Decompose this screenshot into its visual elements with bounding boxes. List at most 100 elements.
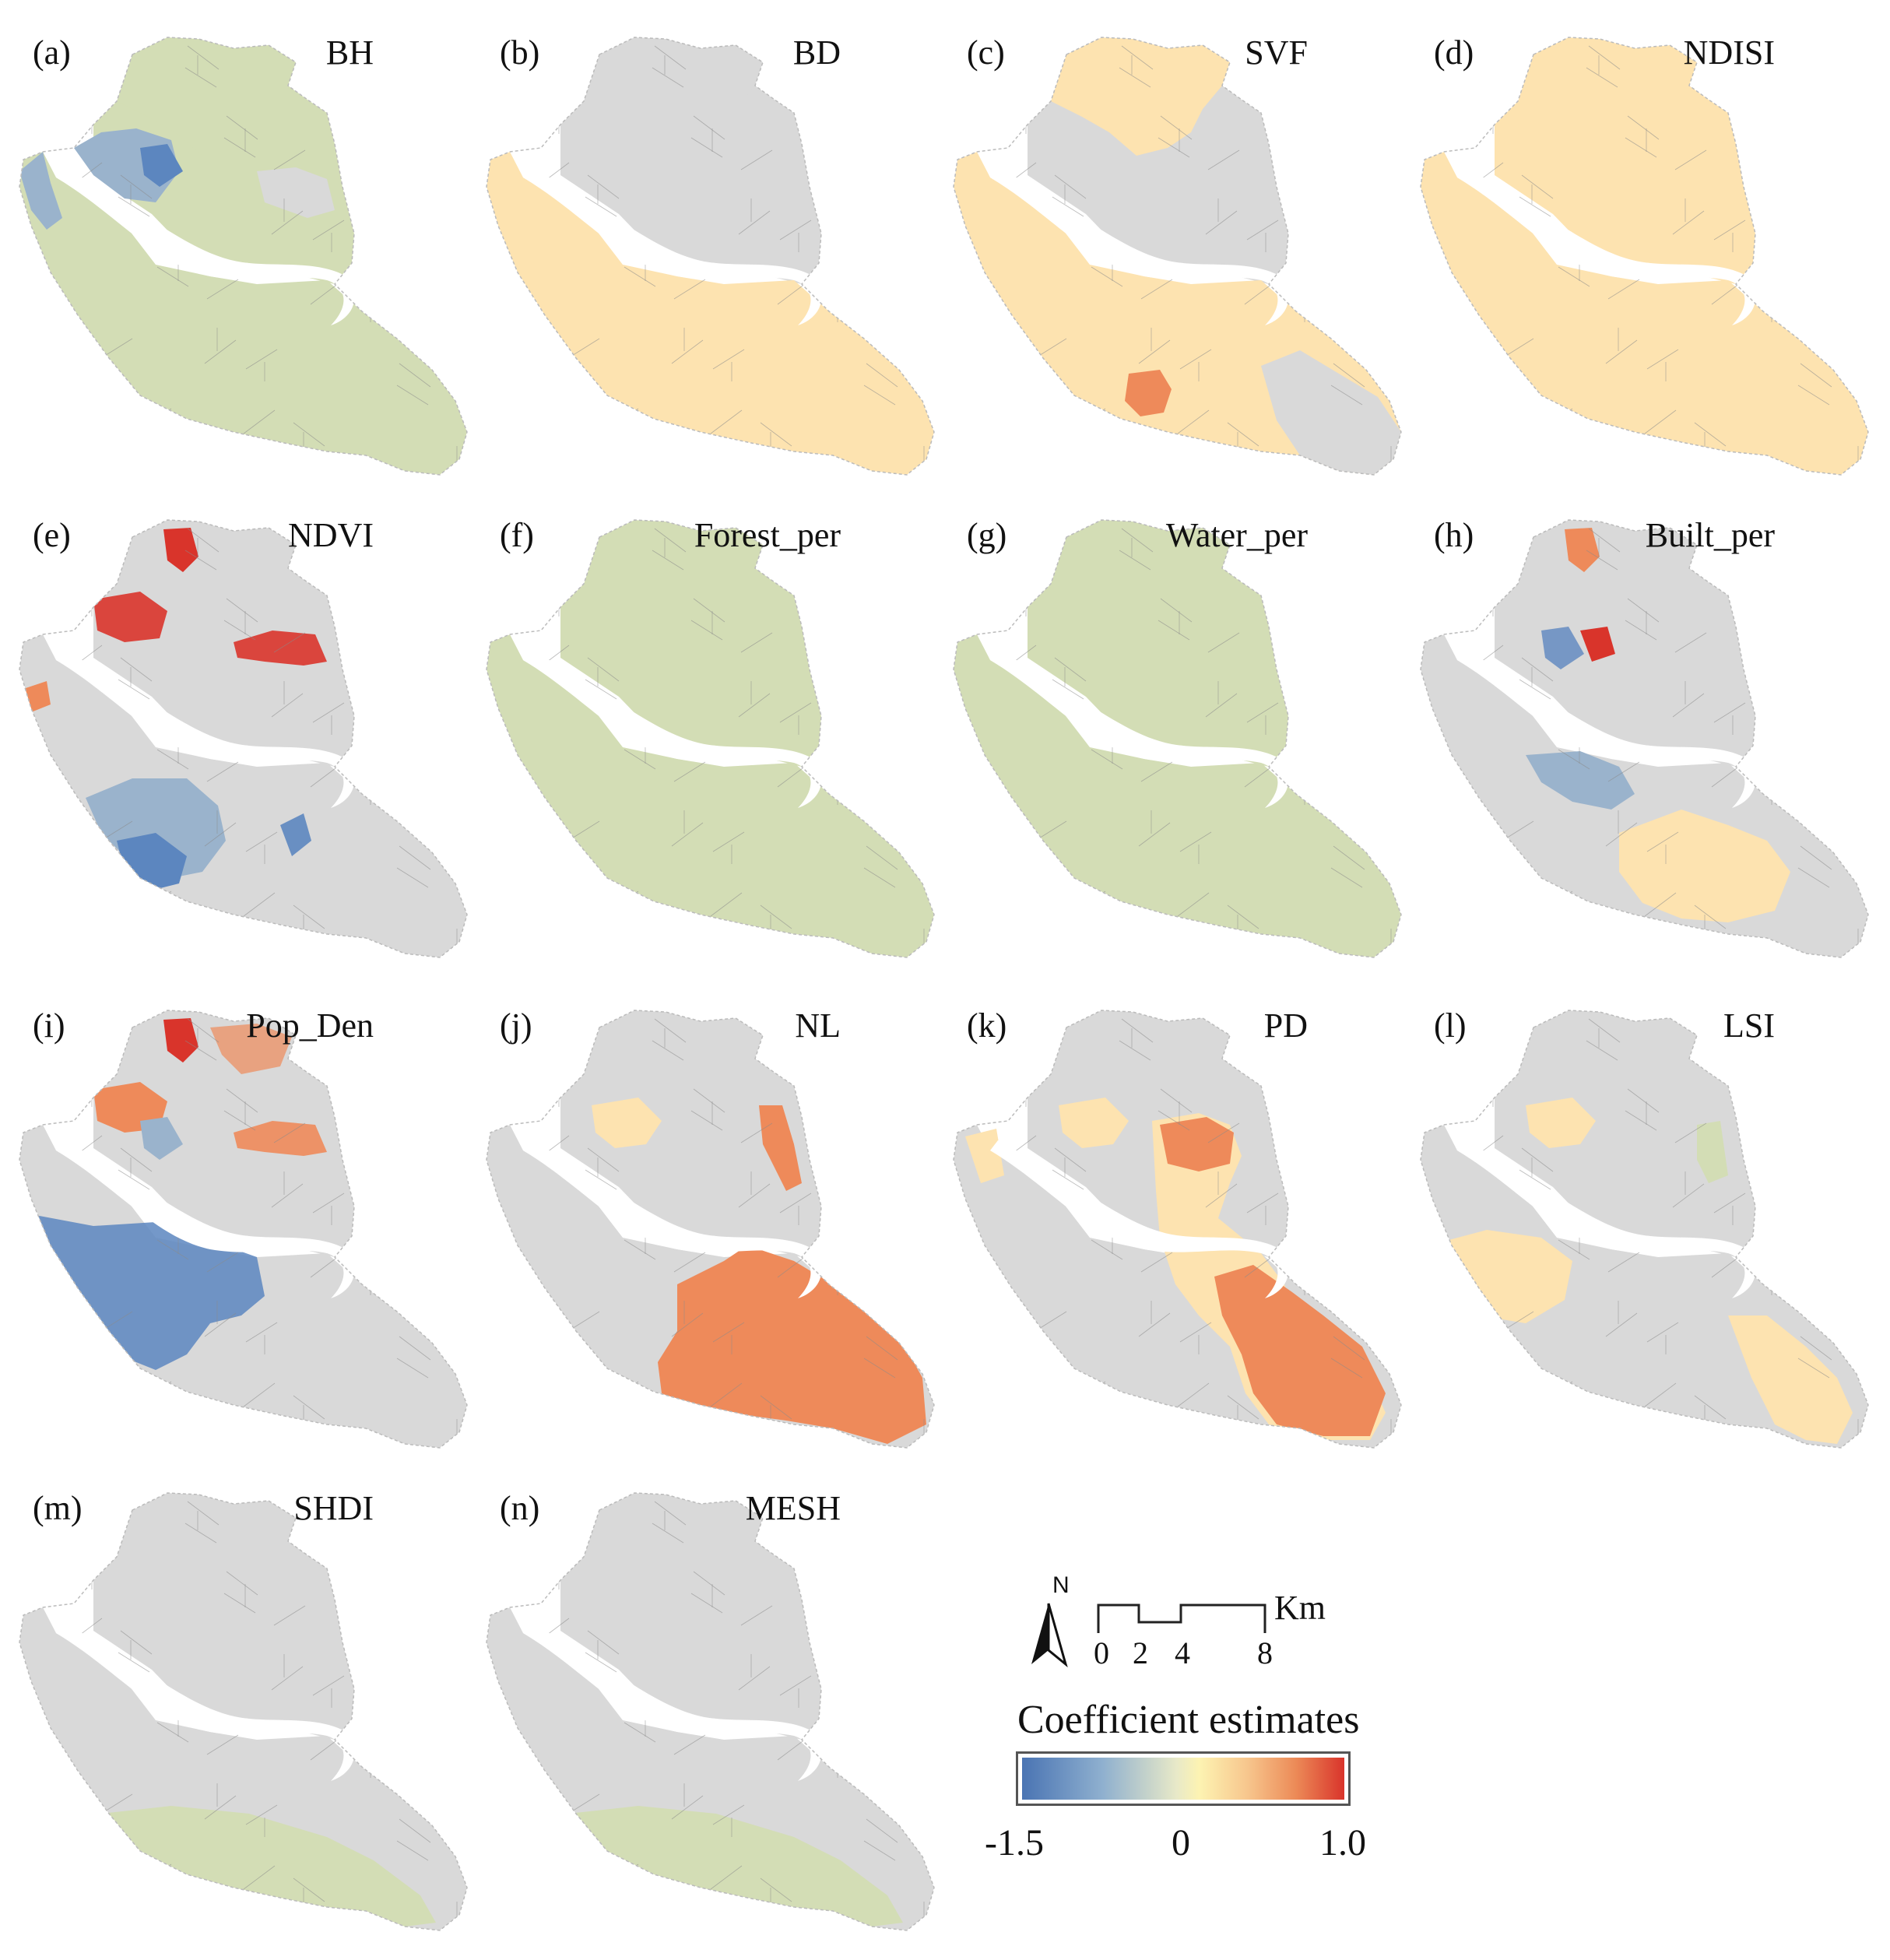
street-line — [1205, 210, 1238, 235]
panel-letter: (i) — [33, 1006, 65, 1045]
street-line — [885, 1616, 918, 1637]
panel-title: Pop_Den — [246, 1006, 374, 1045]
street-line — [379, 1546, 412, 1567]
district-boundary — [19, 1492, 468, 1931]
street-line — [1730, 1051, 1763, 1072]
street-line — [885, 643, 918, 664]
street-line — [712, 349, 745, 370]
street-line — [1588, 1018, 1621, 1043]
zone-north — [93, 1010, 354, 1257]
street-line — [98, 1854, 131, 1879]
street-line — [1330, 1358, 1363, 1379]
zone-south — [487, 152, 934, 475]
street-line — [1674, 632, 1707, 653]
street-line — [0, 502, 16, 522]
street-line — [1499, 1372, 1532, 1396]
street-line — [1627, 1088, 1660, 1113]
street-line — [1179, 1322, 1212, 1343]
street-line — [883, 1677, 915, 1702]
street-line — [206, 1252, 239, 1273]
river — [523, 650, 822, 808]
street-line — [118, 1169, 150, 1190]
street-line — [954, 738, 978, 759]
street-line — [1694, 422, 1727, 447]
street-line — [1646, 1322, 1679, 1343]
street-line — [1313, 90, 1346, 111]
street-line — [120, 174, 153, 199]
district-boundary — [19, 1010, 468, 1449]
zone-sw-big-blue — [31, 1214, 265, 1370]
street-line — [184, 1523, 217, 1544]
street-line — [31, 92, 64, 117]
panel-letter: (b) — [500, 33, 540, 72]
zone-nw-red2 — [163, 1018, 198, 1063]
street-line — [329, 1533, 362, 1554]
street-line — [137, 1924, 170, 1930]
north-letter: N — [1052, 1572, 1070, 1598]
street-line — [1352, 643, 1385, 664]
street-line — [1227, 1395, 1259, 1420]
street-line — [156, 749, 189, 770]
district-boundary — [486, 519, 935, 958]
street-line — [1586, 67, 1618, 88]
street-line — [98, 399, 131, 423]
street-line — [1052, 679, 1084, 700]
district-map — [486, 1492, 935, 1931]
street-line — [1540, 1381, 1573, 1402]
street-line — [226, 1088, 258, 1113]
street-line — [671, 1312, 704, 1337]
street-line — [312, 1675, 345, 1696]
street-line — [1605, 822, 1638, 847]
zone-north — [560, 1010, 821, 1257]
street-line — [863, 867, 896, 888]
street-line — [585, 196, 617, 217]
zone-south — [19, 152, 467, 475]
street-line — [137, 1442, 170, 1448]
scale-bar: 0 2 4 8 Km — [1094, 1588, 1405, 1681]
river — [1457, 167, 1756, 325]
street-line — [379, 573, 412, 594]
street-line — [399, 363, 431, 388]
street-line — [1605, 339, 1638, 364]
street-line — [1588, 45, 1621, 70]
street-line — [1421, 738, 1446, 759]
street-line — [1778, 1124, 1811, 1149]
street-line — [1071, 469, 1104, 475]
street-line — [187, 45, 220, 70]
street-line — [1625, 1110, 1657, 1131]
district-map — [1420, 37, 1869, 476]
street-line — [223, 137, 256, 158]
river — [990, 1140, 1289, 1298]
map-panel: (e) NDVI — [0, 498, 468, 965]
street-line — [1605, 1312, 1638, 1337]
street-line — [379, 1063, 412, 1084]
street-line — [844, 1124, 876, 1149]
street-line — [585, 1169, 617, 1190]
street-line — [965, 574, 998, 599]
street-line — [418, 1616, 451, 1637]
street-line — [1246, 702, 1279, 723]
street-line — [866, 363, 898, 388]
street-line — [1452, 1298, 1484, 1319]
street-line — [223, 1110, 256, 1131]
zone-l-patches — [1059, 1098, 1129, 1148]
district-boundary — [953, 519, 1402, 958]
street-line — [760, 904, 792, 929]
street-line — [487, 738, 511, 759]
street-line — [245, 1322, 278, 1343]
map-panel: (a) BH — [0, 16, 468, 483]
street-line — [652, 67, 684, 88]
street-line — [671, 1795, 704, 1820]
district-map — [19, 37, 468, 476]
street-line — [1311, 634, 1344, 659]
street-line — [796, 560, 829, 581]
street-line — [1333, 845, 1365, 870]
street-line — [1644, 1382, 1677, 1407]
street-line — [1499, 399, 1532, 423]
street-line — [624, 266, 656, 287]
zone-mid-blob — [1541, 627, 1584, 669]
street-line — [985, 1298, 1017, 1319]
street-line — [498, 574, 531, 599]
street-line — [1521, 657, 1554, 682]
street-line — [137, 951, 170, 957]
